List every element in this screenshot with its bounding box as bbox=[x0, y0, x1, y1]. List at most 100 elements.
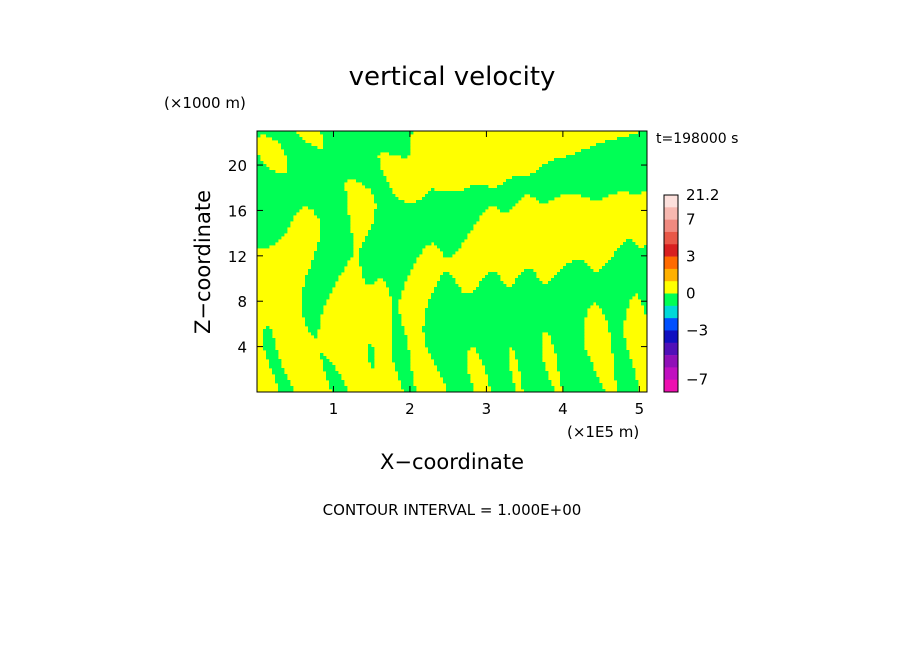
negative-velocity-region bbox=[488, 383, 516, 387]
negative-velocity-region bbox=[323, 359, 330, 363]
y-tick-label: 12 bbox=[228, 248, 247, 266]
negative-velocity-region bbox=[365, 278, 378, 282]
negative-velocity-region bbox=[485, 368, 510, 372]
negative-velocity-region bbox=[302, 311, 324, 315]
x-axis: 1 2 3 4 5 bbox=[329, 131, 644, 418]
negative-velocity-region bbox=[287, 158, 381, 162]
negative-velocity-region bbox=[479, 281, 504, 285]
negative-velocity-region bbox=[326, 374, 342, 378]
negative-velocity-region bbox=[524, 269, 534, 273]
negative-velocity-region bbox=[278, 389, 294, 392]
negative-velocity-region bbox=[392, 350, 411, 354]
negative-velocity-region bbox=[434, 359, 468, 363]
negative-velocity-region bbox=[257, 161, 264, 165]
negative-velocity-region bbox=[257, 215, 294, 219]
negative-velocity-region bbox=[425, 338, 543, 342]
x-axis-label: X−coordinate bbox=[380, 450, 524, 474]
negative-velocity-region bbox=[302, 296, 330, 300]
negative-velocity-region bbox=[557, 353, 588, 357]
negative-velocity-region bbox=[641, 302, 647, 306]
negative-velocity-region bbox=[320, 353, 324, 357]
negative-velocity-region bbox=[473, 290, 647, 294]
negative-velocity-region bbox=[287, 170, 384, 174]
negative-velocity-region bbox=[392, 326, 405, 330]
negative-velocity-region bbox=[323, 146, 411, 150]
negative-velocity-region bbox=[425, 320, 585, 324]
negative-velocity-region bbox=[392, 332, 405, 336]
negative-velocity-region bbox=[431, 353, 468, 357]
negative-velocity-region bbox=[383, 278, 408, 282]
colorbar-segment bbox=[664, 244, 678, 257]
negative-velocity-region bbox=[266, 356, 279, 360]
negative-velocity-region bbox=[446, 383, 474, 387]
colorbar-label: 21.2 bbox=[686, 186, 719, 204]
negative-velocity-region bbox=[332, 389, 348, 392]
negative-velocity-region bbox=[425, 317, 585, 321]
negative-velocity-region bbox=[329, 380, 345, 384]
negative-velocity-region bbox=[401, 386, 417, 390]
negative-velocity-region bbox=[617, 383, 639, 387]
negative-velocity-region bbox=[371, 191, 393, 195]
negative-velocity-region bbox=[368, 350, 375, 354]
negative-velocity-region bbox=[443, 380, 471, 384]
negative-velocity-region bbox=[257, 134, 261, 138]
negative-velocity-region bbox=[434, 242, 462, 246]
negative-velocity-region bbox=[434, 287, 462, 291]
negative-velocity-region bbox=[557, 368, 594, 372]
negative-velocity-region bbox=[425, 341, 543, 345]
negative-velocity-region bbox=[611, 332, 624, 336]
negative-velocity-region bbox=[560, 374, 597, 378]
negative-velocity-region bbox=[581, 194, 609, 198]
negative-velocity-region bbox=[323, 134, 411, 138]
negative-velocity-region bbox=[287, 161, 381, 165]
negative-velocity-region bbox=[389, 287, 405, 291]
negative-velocity-region bbox=[392, 317, 402, 321]
negative-velocity-region bbox=[392, 353, 411, 357]
negative-velocity-region bbox=[428, 299, 630, 303]
negative-velocity-region bbox=[278, 383, 291, 387]
chart-title: vertical velocity bbox=[349, 62, 556, 92]
negative-velocity-region bbox=[320, 239, 354, 243]
negative-velocity-region bbox=[611, 338, 627, 342]
negative-velocity-region bbox=[317, 215, 351, 219]
negative-velocity-region bbox=[323, 143, 411, 147]
negative-velocity-region bbox=[431, 293, 636, 297]
negative-velocity-region bbox=[566, 263, 588, 267]
negative-velocity-region bbox=[323, 365, 336, 369]
negative-velocity-region bbox=[374, 197, 399, 201]
negative-velocity-region bbox=[257, 209, 300, 213]
negative-velocity-region bbox=[605, 263, 647, 267]
field-contours bbox=[257, 131, 647, 392]
negative-velocity-region bbox=[551, 278, 647, 282]
negative-velocity-region bbox=[305, 323, 321, 327]
negative-velocity-region bbox=[275, 380, 291, 384]
negative-velocity-region bbox=[437, 368, 468, 372]
negative-velocity-region bbox=[392, 359, 411, 363]
negative-velocity-region bbox=[392, 338, 408, 342]
negative-velocity-region bbox=[263, 332, 273, 336]
negative-velocity-region bbox=[521, 380, 552, 384]
negative-velocity-region bbox=[395, 368, 411, 372]
negative-velocity-region bbox=[539, 167, 647, 171]
negative-velocity-region bbox=[503, 182, 647, 186]
negative-velocity-region bbox=[377, 206, 489, 210]
negative-velocity-region bbox=[308, 329, 318, 333]
negative-velocity-region bbox=[638, 131, 647, 135]
negative-velocity-region bbox=[506, 179, 647, 183]
negative-velocity-region bbox=[386, 281, 405, 285]
negative-velocity-region bbox=[308, 206, 348, 210]
negative-velocity-region bbox=[326, 377, 342, 381]
negative-velocity-region bbox=[644, 311, 647, 315]
negative-velocity-region bbox=[392, 323, 402, 327]
negative-velocity-region bbox=[323, 362, 333, 366]
negative-velocity-region bbox=[305, 284, 336, 288]
negative-velocity-region bbox=[374, 218, 480, 222]
negative-velocity-region bbox=[581, 149, 647, 153]
negative-velocity-region bbox=[257, 218, 294, 222]
negative-velocity-region bbox=[374, 212, 483, 216]
negative-velocity-region bbox=[257, 167, 270, 171]
plot-area bbox=[256, 130, 648, 393]
negative-velocity-region bbox=[326, 371, 339, 375]
colorbar-segment bbox=[664, 256, 678, 270]
